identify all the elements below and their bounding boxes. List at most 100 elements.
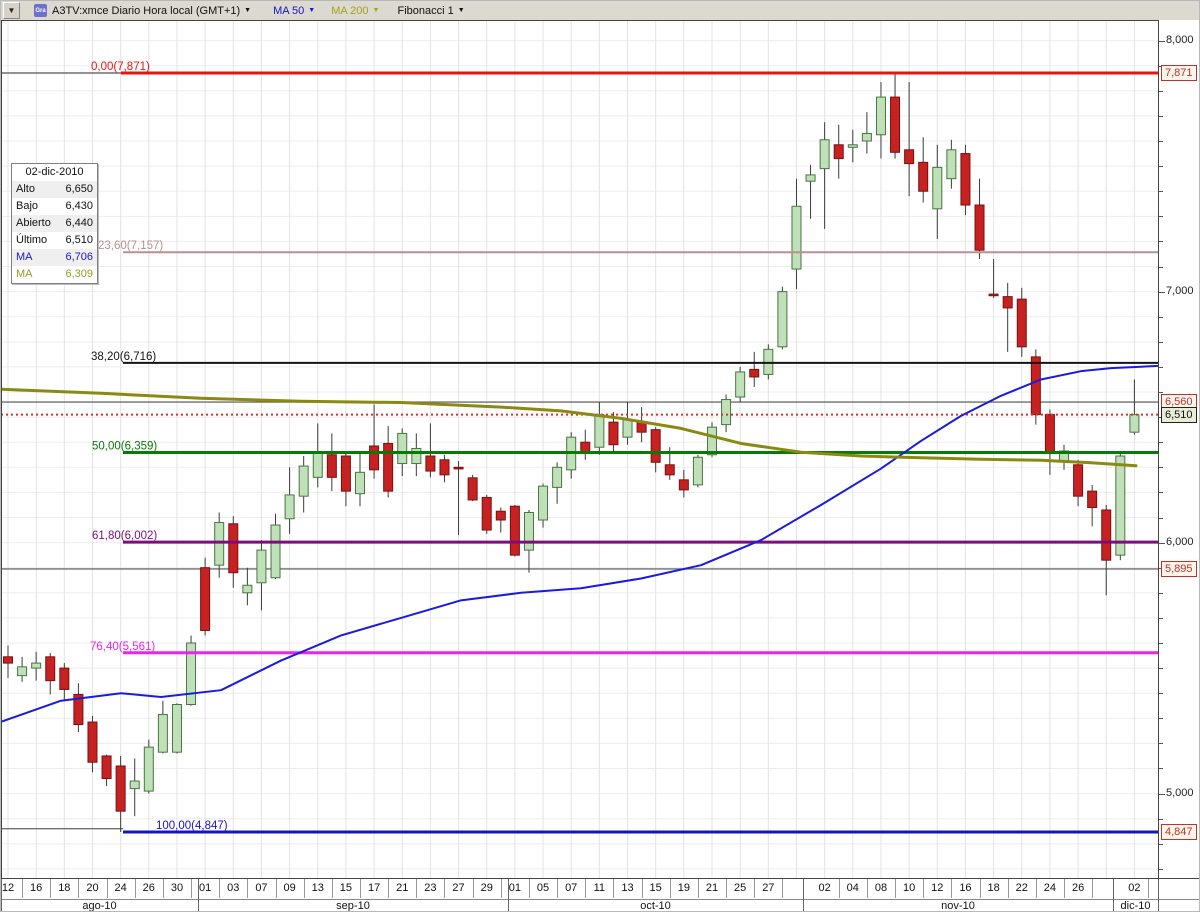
- axis-day-label: 15: [332, 879, 361, 898]
- axis-day-label: 10: [895, 879, 925, 898]
- month-separator: [1113, 879, 1114, 911]
- fib-label: 23,60(7,157): [98, 240, 163, 252]
- price-axis-label: 7,000: [1166, 284, 1194, 297]
- axis-day-label: 20: [78, 879, 108, 898]
- price-tick: [1159, 743, 1163, 745]
- fibonacci-menu[interactable]: Fibonacci 1 ▼: [397, 5, 464, 17]
- month-separator: [803, 879, 804, 911]
- tooltip-row-value: 6,510: [65, 234, 93, 246]
- fibonacci-labels: 0,00(7,871) 23,60(7,157) 38,20(6,716) 50,00…: [90, 61, 228, 832]
- axis-day-label: 11: [585, 879, 615, 898]
- tooltip-row-value: 6,650: [65, 183, 93, 195]
- candle-21-oct: [707, 426, 717, 456]
- price-tick: [1159, 316, 1163, 318]
- tooltip-row: MA 6,309: [12, 266, 97, 283]
- tooltip-row: Abierto 6,440: [12, 215, 97, 232]
- candle-27-ago: [157, 714, 168, 753]
- candle-16-ago: [31, 662, 42, 669]
- month-separator: [1, 879, 2, 911]
- candle-01-oct: [509, 505, 520, 556]
- axis-day-label: 24: [1036, 879, 1065, 898]
- price-tick: [1159, 191, 1163, 193]
- candle-08-sep: [270, 524, 281, 579]
- price-tick: [1159, 617, 1163, 619]
- fibonacci-levels: [121, 71, 1158, 834]
- time-axis[interactable]: 12 16 18 20 24 26 30 01 03 07 09 13 15 17 21 23 27 29 01 05…: [1, 878, 1199, 912]
- axis-month-label: nov-10: [941, 900, 975, 912]
- candle-16-sep: [355, 471, 365, 495]
- level-price-badge: 6,560: [1161, 394, 1197, 411]
- tooltip-row-label: Bajo: [16, 200, 39, 212]
- axis-day-label: 18: [980, 879, 1009, 898]
- candle-27-oct: [763, 348, 774, 375]
- ma50-line: [1, 364, 1158, 723]
- price-tick: [1159, 517, 1163, 519]
- axis-day-label: 26: [135, 879, 164, 898]
- candle-05-oct: [538, 485, 549, 521]
- candle-15-nov: [946, 149, 957, 180]
- candle-04-oct: [523, 511, 534, 551]
- candle-01-dic: [1115, 455, 1126, 556]
- price-tick: [1159, 693, 1163, 695]
- axis-day-label: 09: [276, 879, 305, 898]
- candle-20-sep: [383, 442, 394, 492]
- candle-28-sep: [467, 477, 478, 501]
- price-tick: [1159, 166, 1163, 168]
- candle-25-oct: [735, 371, 746, 398]
- last-price-badge: 6,510: [1161, 406, 1197, 423]
- axis-day-label: 03: [219, 879, 249, 898]
- price-tick: [1159, 492, 1163, 494]
- candle-17-sep: [369, 445, 380, 471]
- tooltip-row-value: 6,309: [65, 268, 93, 280]
- candle-02-sep: [214, 522, 225, 566]
- price-tick: [1159, 668, 1163, 670]
- axis-day-label: 12: [923, 879, 953, 898]
- price-axis[interactable]: 8,000 7,000 6,000 5,000 7,871 6,560 6,510 5,895…: [1158, 20, 1199, 878]
- price-tick: [1159, 291, 1165, 293]
- price-chart-area[interactable]: 0,00(7,871) 23,60(7,157) 38,20(6,716) 50,00…: [1, 20, 1158, 878]
- candle-01-nov: [805, 174, 816, 182]
- candle-09-sep: [284, 494, 295, 520]
- level-price-badge: 7,871: [1161, 65, 1197, 81]
- price-tick: [1159, 115, 1163, 117]
- day-labels-row: 12 16 18 20 24 26 30 01 03 07 09 13 15 17 21 23 27 29 01 05…: [1, 879, 1199, 900]
- instrument-selector[interactable]: A3TV:xmce Diario Hora local (GMT+1) ▼: [52, 5, 251, 17]
- candle-09-nov: [890, 96, 901, 153]
- axis-day-label: 29: [473, 879, 502, 898]
- price-tick: [1159, 643, 1163, 644]
- axis-day-label: 13: [304, 879, 333, 898]
- candle-23-ago: [101, 755, 112, 780]
- axis-month-label: oct-10: [640, 900, 671, 912]
- instrument-title: A3TV:xmce Diario Hora local (GMT+1): [52, 4, 241, 17]
- toolbar-dropdown-button[interactable]: ▼: [3, 2, 20, 19]
- axis-day-label: 02: [811, 879, 840, 898]
- tooltip-row: MA 6,706: [12, 249, 97, 266]
- axis-day-label: 16: [22, 879, 52, 898]
- axis-month-label: sep-10: [336, 900, 370, 912]
- candle-06-oct: [552, 466, 563, 488]
- candle-22-oct: [721, 399, 732, 426]
- candle-03-sep: [228, 523, 239, 574]
- ma200-indicator-menu[interactable]: MA 200 ▼: [331, 5, 379, 17]
- fib-label: 0,00(7,871): [91, 61, 150, 73]
- axis-day-label: 07: [247, 879, 277, 898]
- candle-17-ago: [45, 656, 56, 682]
- tooltip-row-value: 6,440: [65, 217, 93, 229]
- ma50-indicator-menu[interactable]: MA 50 ▼: [273, 5, 315, 17]
- tooltip-row-value: 6,706: [65, 251, 93, 263]
- tooltip-row: Alto 6,650: [12, 181, 97, 198]
- candle-14-sep: [326, 454, 337, 478]
- candle-04-nov: [847, 144, 858, 148]
- month-separator: [508, 879, 509, 911]
- chevron-down-icon: ▼: [372, 7, 380, 14]
- axis-day-label: 07: [557, 879, 587, 898]
- axis-day-label: 05: [529, 879, 559, 898]
- price-tick: [1159, 542, 1165, 544]
- level-price-badge: 4,847: [1161, 824, 1197, 840]
- tooltip-row-label: Último: [16, 234, 48, 246]
- price-tick: [1159, 843, 1163, 845]
- axis-day-label: 02: [1120, 879, 1150, 898]
- candle-23-nov: [1030, 356, 1041, 416]
- axis-day-label: 22: [1008, 879, 1037, 898]
- chart-icon-label: Gra: [35, 7, 46, 14]
